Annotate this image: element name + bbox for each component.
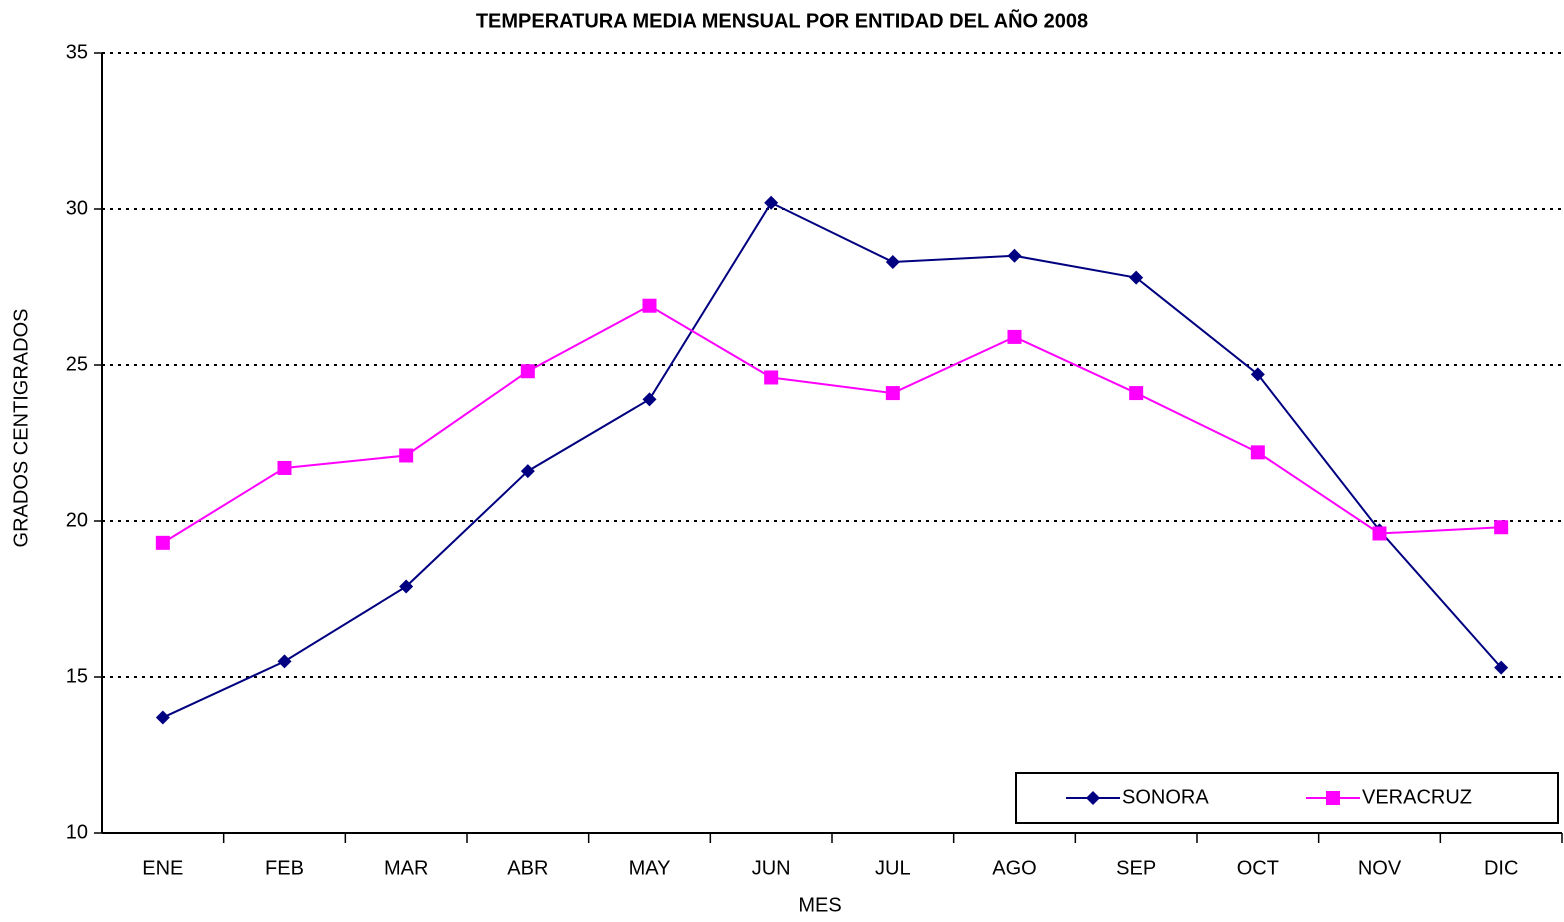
point [642, 392, 657, 407]
point [520, 464, 535, 479]
x-tick-label: DIC [1484, 857, 1518, 879]
y-tick-label: 25 [66, 353, 88, 375]
point [1129, 270, 1144, 285]
x-tick-label: MAY [629, 857, 671, 879]
point [1494, 520, 1509, 535]
chart-title: TEMPERATURA MEDIA MENSUAL POR ENTIDAD DE… [476, 9, 1088, 32]
point [1250, 445, 1265, 460]
point [1007, 248, 1022, 263]
y-tick-label: 30 [66, 197, 88, 219]
x-tick-label: FEB [265, 857, 304, 879]
x-axis-title: MES [798, 894, 841, 916]
y-tick-label: 20 [66, 509, 88, 531]
x-tick-label: JUN [752, 857, 791, 879]
point [277, 460, 292, 475]
point [885, 386, 900, 401]
legend-label: VERACRUZ [1362, 786, 1472, 808]
legend-label: SONORA [1122, 786, 1209, 808]
point [399, 579, 414, 594]
point [1494, 660, 1509, 675]
x-tick-label: AGO [992, 857, 1036, 879]
y-tick-label: 15 [66, 665, 88, 687]
point [764, 370, 779, 385]
x-tick-label: SEP [1116, 857, 1156, 879]
legend-marker [1326, 791, 1340, 805]
series-line [162, 201, 1502, 719]
point [399, 448, 414, 463]
y-axis-title: GRADOS CENTIGRADOS [10, 309, 32, 548]
point [885, 255, 900, 270]
point [520, 364, 535, 379]
x-tick-label: JUL [875, 857, 911, 879]
x-tick-label: NOV [1358, 857, 1402, 879]
legend-marker [1086, 791, 1100, 805]
point [1250, 367, 1265, 382]
point [155, 710, 170, 725]
point [764, 195, 779, 210]
y-tick-label: 10 [66, 821, 88, 843]
point [277, 654, 292, 669]
point [1372, 526, 1387, 541]
x-tick-label: MAR [384, 857, 428, 879]
y-tick-label: 35 [66, 41, 88, 63]
point [1129, 386, 1144, 401]
x-tick-label: ABR [507, 857, 548, 879]
point [1007, 329, 1022, 344]
point [155, 535, 170, 550]
x-tick-label: OCT [1237, 857, 1279, 879]
x-tick-label: ENE [142, 857, 183, 879]
series-line [162, 304, 1502, 544]
point [642, 298, 657, 313]
